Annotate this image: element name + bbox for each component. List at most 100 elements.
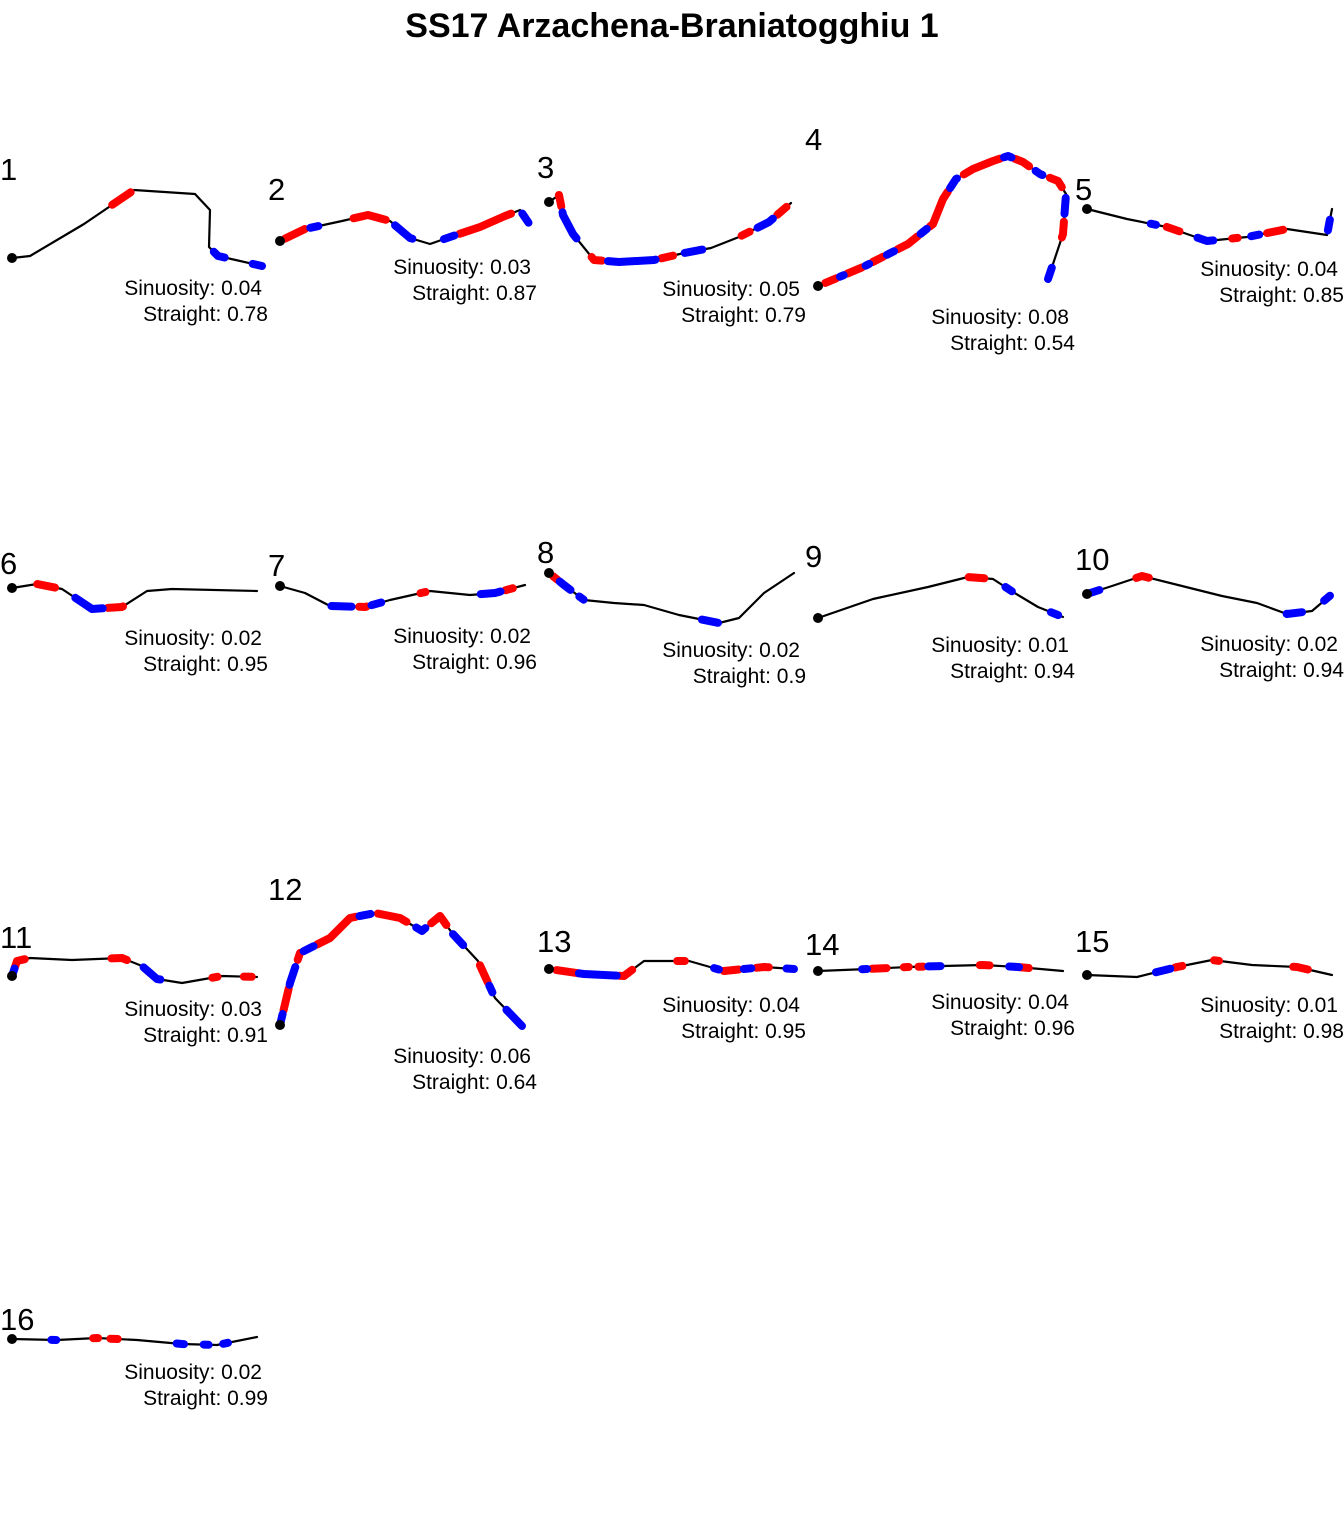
- track-panel-10: 10 Sinuosity: 0.02 Straight: 0.94: [1075, 542, 1344, 682]
- red-segment-15-2: [1210, 956, 1223, 965]
- blue-segment-13-3: [739, 964, 756, 973]
- red-segment-12-1: [279, 984, 293, 1015]
- blue-segment-7-3: [476, 587, 505, 599]
- blue-segment-10-2: [1282, 608, 1306, 618]
- red-segment-7-2: [416, 588, 430, 598]
- red-segment-12-4: [373, 909, 411, 926]
- red-segment-13-4: [719, 965, 743, 975]
- sinuosity-label-12: Sinuosity: 0.06: [393, 1045, 531, 1068]
- track-panel-9: 9 Sinuosity: 0.01 Straight: 0.94: [805, 539, 1075, 683]
- red-segment-14-1: [867, 964, 891, 973]
- start-point-9: [813, 613, 823, 623]
- straight-label-11: Straight: 0.91: [143, 1024, 268, 1047]
- sinuosity-label-16: Sinuosity: 0.02: [124, 1361, 262, 1384]
- panel-number-12: 12: [268, 872, 302, 907]
- red-segment-4-1: [821, 274, 841, 287]
- sinuosity-label-11: Sinuosity: 0.03: [124, 998, 262, 1021]
- red-segment-7-1: [355, 602, 371, 611]
- red-segment-3-2: [587, 253, 606, 265]
- blue-segment-3-1: [558, 208, 581, 243]
- blue-segment-5-4: [1323, 215, 1334, 235]
- panel-number-6: 6: [0, 546, 17, 581]
- red-segment-7-3: [501, 584, 517, 595]
- blue-segment-4-3: [882, 247, 898, 259]
- straight-label-8: Straight: 0.9: [693, 665, 806, 688]
- track-panel-1: 1 Sinuosity: 0.04 Straight: 0.78: [0, 152, 268, 326]
- red-segment-13-2: [615, 965, 637, 980]
- red-segment-4-9: [1057, 217, 1068, 242]
- track-panel-11: 11 Sinuosity: 0.03 Straight: 0.91: [0, 920, 268, 1047]
- blue-segment-14-3: [1005, 962, 1023, 972]
- start-point-1: [7, 253, 17, 263]
- start-point-5: [1082, 204, 1092, 214]
- red-segment-12-6: [475, 961, 492, 987]
- red-segment-4-3: [868, 252, 888, 266]
- straight-label-6: Straight: 0.95: [143, 653, 268, 676]
- page-title: SS17 Arzachena-Braniatogghiu 1: [405, 7, 939, 45]
- panel-number-16: 16: [0, 1302, 34, 1337]
- track-line-10: [1085, 574, 1334, 616]
- panel-number-11: 11: [0, 920, 32, 955]
- straight-label-9: Straight: 0.94: [950, 660, 1075, 683]
- red-segment-6-1: [33, 580, 59, 592]
- blue-segment-2-2: [391, 221, 417, 243]
- blue-segment-13-4: [782, 964, 798, 973]
- track-panel-15: 15 Sinuosity: 0.01 Straight: 0.98: [1075, 924, 1344, 1043]
- blue-segment-12-4: [355, 909, 375, 921]
- track-panel-6: 6 Sinuosity: 0.02 Straight: 0.95: [0, 546, 268, 676]
- sinuosity-label-9: Sinuosity: 0.01: [931, 634, 1069, 657]
- start-point-14: [813, 966, 823, 976]
- start-point-11: [7, 971, 17, 981]
- sinuosity-label-1: Sinuosity: 0.04: [124, 277, 262, 300]
- blue-segment-6-1: [71, 593, 107, 613]
- red-segment-2-3: [455, 209, 516, 238]
- blue-segment-16-2: [172, 1339, 188, 1349]
- blue-segment-4-1: [836, 271, 848, 281]
- blue-segment-7-2: [367, 598, 386, 610]
- red-segment-4-7: [1011, 154, 1034, 171]
- red-segment-3-4: [737, 227, 754, 240]
- blue-segment-12-7: [485, 981, 497, 997]
- track-line-5: [1085, 207, 1334, 243]
- start-point-3: [544, 197, 554, 207]
- track-line-9: [816, 575, 1065, 620]
- blue-segment-13-2: [710, 964, 723, 974]
- sinuosity-label-10: Sinuosity: 0.02: [1200, 633, 1338, 656]
- start-point-6: [7, 583, 17, 593]
- track-panel-2: 2 Sinuosity: 0.03 Straight: 0.87: [268, 172, 537, 305]
- track-panel-13: 13 Sinuosity: 0.04 Straight: 0.95: [537, 924, 806, 1043]
- blue-segment-2-3: [439, 231, 459, 244]
- panel-number-4: 4: [805, 122, 822, 157]
- red-segment-5-3: [1263, 225, 1288, 237]
- red-segment-3-1: [554, 191, 566, 211]
- red-segment-3-3: [657, 251, 678, 263]
- sinuosity-label-5: Sinuosity: 0.04: [1200, 258, 1338, 281]
- blue-segment-3-2: [604, 255, 660, 266]
- blue-segment-10-3: [1320, 591, 1334, 605]
- blue-segment-5-3: [1247, 230, 1264, 241]
- track-panel-5: 5 Sinuosity: 0.04 Straight: 0.85: [1075, 172, 1344, 307]
- blue-segment-4-7: [1031, 166, 1047, 179]
- blue-segment-5-1: [1146, 219, 1160, 229]
- start-point-4: [813, 281, 823, 291]
- red-segment-4-6: [959, 154, 1005, 179]
- red-segment-9-1: [964, 573, 989, 583]
- red-segment-3-5: [773, 202, 791, 219]
- red-segment-15-1: [1171, 961, 1187, 972]
- panel-number-5: 5: [1075, 172, 1092, 207]
- panel-number-14: 14: [805, 927, 839, 962]
- sinuosity-label-6: Sinuosity: 0.02: [124, 627, 262, 650]
- track-panel-3: 3 Sinuosity: 0.05 Straight: 0.79: [537, 150, 806, 327]
- red-segment-4-4: [893, 232, 922, 254]
- panel-number-13: 13: [537, 924, 571, 959]
- red-segment-11-2: [107, 954, 131, 964]
- red-segment-2-1: [281, 225, 309, 243]
- straight-label-10: Straight: 0.94: [1219, 659, 1344, 682]
- blue-segment-2-1: [306, 222, 323, 232]
- straight-label-4: Straight: 0.54: [950, 332, 1075, 355]
- straight-label-15: Straight: 0.98: [1219, 1020, 1344, 1043]
- blue-segment-8-2: [575, 592, 588, 604]
- straight-label-14: Straight: 0.96: [950, 1017, 1075, 1040]
- track-panel-7: 7 Sinuosity: 0.02 Straight: 0.96: [268, 548, 537, 674]
